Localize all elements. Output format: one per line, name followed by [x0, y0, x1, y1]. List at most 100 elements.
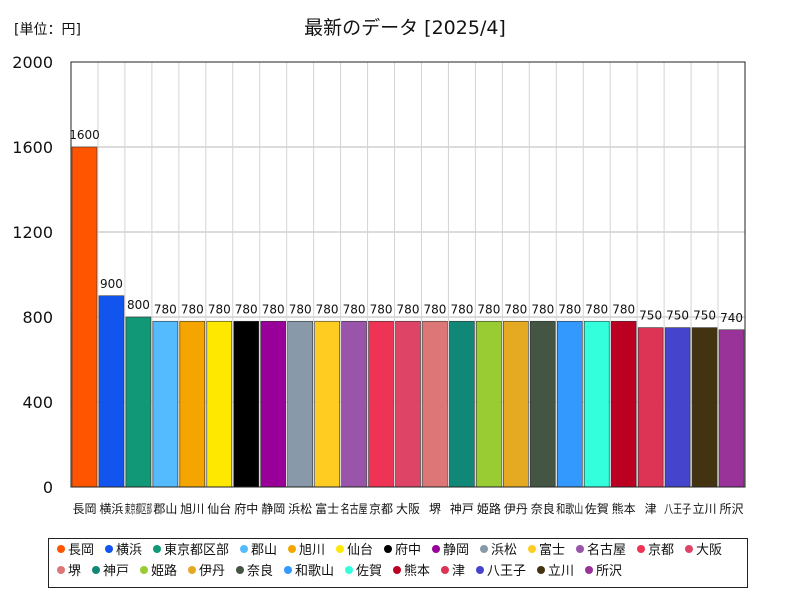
- bar-3: [125, 316, 152, 488]
- legend-label: 奈良: [247, 564, 274, 579]
- data-label: 750: [693, 309, 716, 323]
- bar-9: [287, 320, 313, 488]
- data-label: 780: [504, 302, 527, 316]
- legend-label: 佐賀: [356, 564, 383, 579]
- x-tick-label: 名古屋: [341, 501, 368, 516]
- data-label: 780: [289, 302, 312, 316]
- x-tick-label: 伊丹: [504, 502, 528, 516]
- legend-marker-icon: [140, 566, 148, 574]
- x-tick-label: 八王子: [664, 502, 691, 516]
- bar-24: [691, 327, 718, 488]
- x-tick-label: 大阪: [396, 502, 420, 516]
- legend-marker-icon: [537, 566, 545, 574]
- legend-label: 伊丹: [199, 564, 226, 579]
- x-tick-label: 長岡: [72, 502, 96, 516]
- bar-16: [476, 320, 502, 488]
- y-tick-label: 1200: [12, 223, 53, 242]
- legend-item: 京都: [637, 543, 674, 559]
- legend-item: 和歌山: [284, 564, 334, 580]
- legend-label: 熊本: [404, 564, 431, 579]
- x-tick-label: 仙台: [207, 501, 231, 516]
- x-tick-label: 姫路: [477, 501, 501, 516]
- legend-label: 堺: [68, 564, 82, 579]
- data-label: 780: [208, 302, 231, 316]
- legend-marker-icon: [153, 545, 161, 553]
- bar-10: [314, 320, 340, 488]
- legend-marker-icon: [57, 545, 65, 553]
- y-tick-label: 800: [22, 308, 53, 327]
- legend-item: 旭川: [288, 543, 325, 559]
- bar-2: [98, 295, 125, 488]
- legend-item: 府中: [384, 543, 421, 559]
- legend-marker-icon: [576, 545, 584, 553]
- legend-item: 堺: [57, 564, 81, 580]
- legend-label: 所沢: [596, 564, 623, 579]
- legend-marker-icon: [432, 545, 440, 553]
- legend-marker-icon: [441, 566, 449, 574]
- legend-marker-icon: [528, 545, 536, 553]
- bar-12: [368, 320, 394, 488]
- bar-17: [503, 320, 529, 488]
- legend-marker-icon: [336, 545, 344, 553]
- legend-item: 大阪: [685, 543, 722, 559]
- legend-marker-icon: [188, 566, 196, 574]
- legend-item: 浜松: [480, 543, 517, 559]
- legend-item: 富士: [528, 543, 565, 559]
- legend-item: 長岡: [57, 543, 94, 559]
- legend-marker-icon: [393, 566, 401, 574]
- unit-label: [単位：円]: [14, 22, 81, 38]
- bar-14: [422, 320, 448, 488]
- legend-item: 所沢: [585, 564, 622, 580]
- legend-marker-icon: [284, 566, 292, 574]
- bar-6: [206, 320, 233, 488]
- bar-1: [71, 146, 98, 488]
- x-tick-label: 郡山: [153, 502, 177, 516]
- bar-13: [395, 320, 421, 488]
- legend-item: 津: [441, 564, 465, 580]
- x-tick-label: 東京都区部: [125, 501, 152, 516]
- legend-item: 八王子: [476, 564, 526, 580]
- data-label: 780: [558, 302, 581, 316]
- x-tick-label: 津: [645, 502, 657, 516]
- y-tick-label: 400: [22, 393, 53, 412]
- data-label: 780: [424, 302, 447, 316]
- legend-marker-icon: [92, 566, 100, 574]
- legend: 長岡 横浜 東京都区部 郡山 旭川 仙台 府中 静岡 浜松 富士 名古屋 京都 大阪堺 神戸 姫路 伊丹 奈良 和…: [48, 538, 748, 588]
- legend-marker-icon: [476, 566, 484, 574]
- data-label: 750: [639, 309, 662, 323]
- legend-item: 神戸: [92, 564, 129, 580]
- data-label: 780: [262, 302, 285, 316]
- legend-marker-icon: [57, 566, 65, 574]
- legend-label: 立川: [548, 564, 575, 579]
- legend-item: 名古屋: [576, 543, 626, 559]
- data-label: 780: [612, 302, 635, 316]
- legend-marker-icon: [288, 545, 296, 553]
- data-label: 900: [100, 277, 123, 291]
- x-tick-label: 浜松: [288, 502, 312, 516]
- legend-item: 仙台: [336, 543, 373, 559]
- x-tick-label: 立川: [693, 501, 717, 516]
- legend-label: 府中: [395, 543, 422, 558]
- data-label: 1600: [69, 128, 100, 142]
- x-tick-label: 神戸: [450, 502, 474, 516]
- data-label: 800: [127, 298, 150, 312]
- data-label: 780: [531, 302, 554, 316]
- data-label: 780: [450, 302, 473, 316]
- data-label: 780: [477, 302, 500, 316]
- data-label: 780: [370, 302, 393, 316]
- legend-label: 横浜: [116, 543, 143, 558]
- legend-item: 東京都区部: [153, 543, 229, 559]
- legend-marker-icon: [480, 545, 488, 553]
- legend-item: 立川: [537, 564, 574, 580]
- legend-label: 八王子: [487, 564, 527, 579]
- data-label: 780: [397, 302, 420, 316]
- legend-label: 津: [452, 564, 466, 579]
- bar-23: [664, 327, 691, 488]
- legend-item: 静岡: [432, 543, 469, 559]
- legend-marker-icon: [685, 545, 693, 553]
- bar-11: [341, 320, 367, 488]
- data-label: 780: [181, 302, 204, 316]
- data-label: 780: [316, 302, 339, 316]
- legend-label: 和歌山: [295, 564, 335, 579]
- plot-frame: [70, 61, 746, 488]
